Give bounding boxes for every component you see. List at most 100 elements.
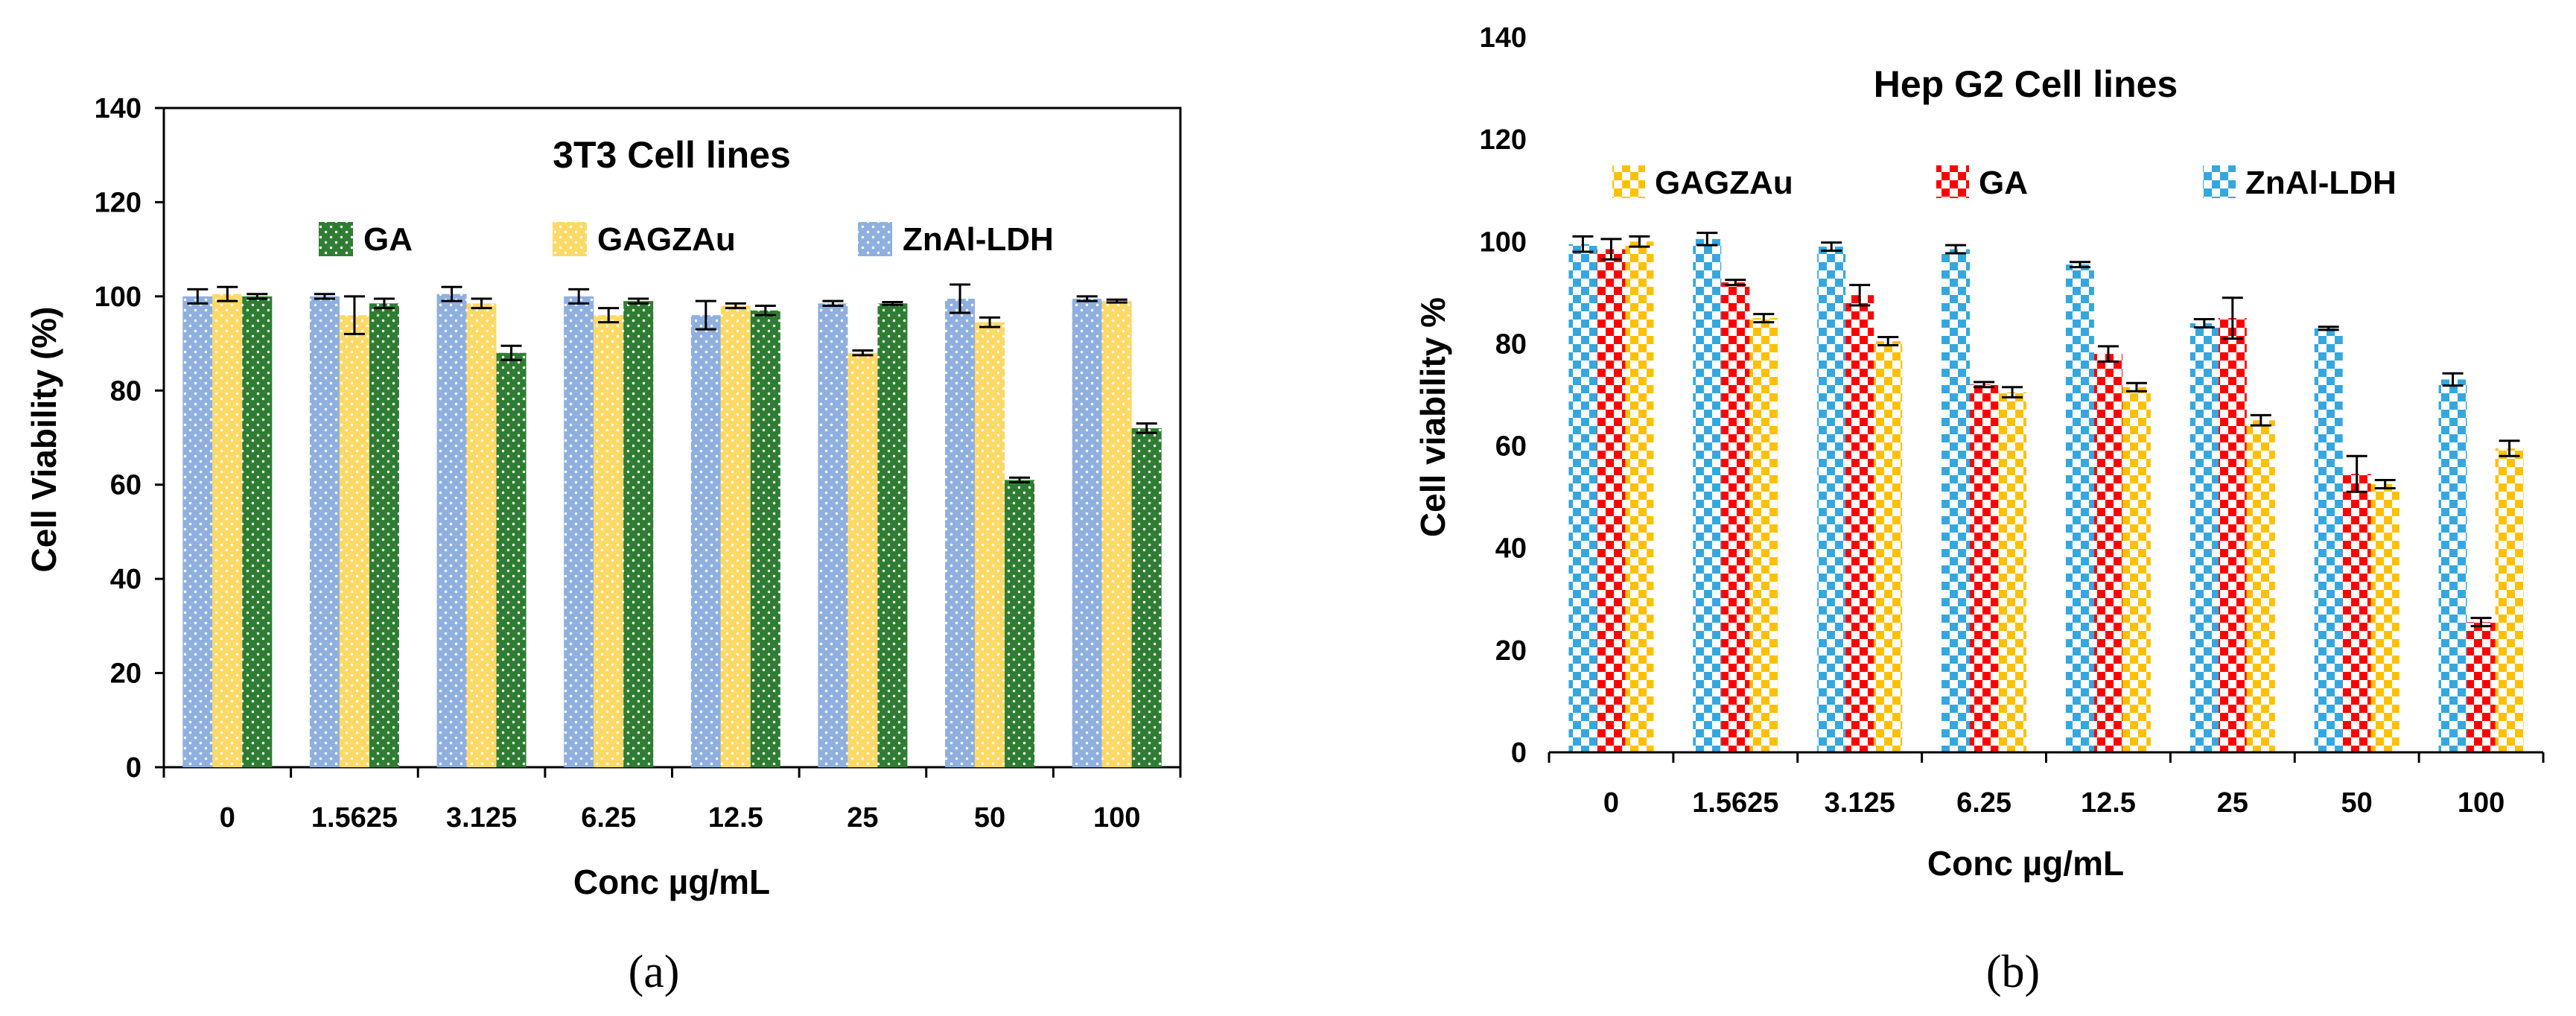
error-bar-znal-ldh-b [2193, 318, 2215, 328]
bar-znal-ldh-b [2314, 328, 2343, 752]
error-bar-ga-b [1974, 381, 1995, 389]
bar-znal-ldh-a [436, 293, 467, 768]
legend-swatch-znal-ldh-b [2203, 165, 2236, 198]
error-bar-ga-a [628, 297, 649, 305]
bar-znal-ldh-a [182, 296, 213, 767]
error-bar-znal-ldh-a [441, 285, 462, 302]
x-tick-label-a: 100 [1093, 802, 1140, 834]
bar-znal-ldh-b [2189, 323, 2219, 752]
chart-title-b: Hep G2 Cell lines [1874, 63, 2178, 105]
bar-gagzau-a [212, 293, 243, 768]
bar-ga-a [1131, 428, 1162, 767]
bar-znal-ldh-b [1941, 249, 1971, 753]
x-tick-label-b: 1.5625 [1692, 787, 1778, 819]
error-bar-gagzau-b [2125, 381, 2147, 393]
bar-gagzau-b [2246, 420, 2275, 752]
error-bar-gagzau-a [725, 302, 746, 310]
y-tick-label-a: 100 [95, 282, 141, 313]
error-bar-ga-a [1136, 422, 1157, 434]
error-bar-ga-a [1009, 476, 1031, 484]
legend-label-ga-a: GA [363, 221, 413, 258]
error-bar-gagzau-b [2374, 479, 2396, 489]
legend-swatch-ga-b [1936, 165, 1969, 198]
bar-ga-b [2467, 622, 2496, 752]
y-axis-title-a: Cell Viability (%) [25, 306, 63, 572]
bar-gagzau-b [1998, 392, 2027, 752]
legend-swatch-gagzau-b [1612, 165, 1645, 198]
bar-gagzau-b [1874, 341, 1903, 752]
error-bar-ga-b [1725, 279, 1746, 287]
error-bar-gagzau-b [1877, 336, 1899, 346]
y-tick-label-a: 140 [95, 93, 141, 124]
x-tick-label-a: 0 [220, 802, 235, 834]
y-tick-label-b: 100 [1480, 226, 1527, 258]
error-bar-ga-b [1849, 284, 1871, 307]
error-bar-gagzau-b [2002, 386, 2023, 399]
bar-ga-b [2093, 354, 2122, 753]
x-axis-title-b: Conc µg/mL [1927, 844, 2124, 883]
y-tick-label-b: 0 [1511, 737, 1527, 769]
x-tick-label-a: 6.25 [581, 802, 636, 834]
bar-znal-ldh-a [690, 315, 721, 768]
error-bar-gagzau-b [1629, 235, 1650, 248]
bar-znal-ldh-a [309, 296, 340, 767]
y-ticks-b: 0 20 40 60 80 100 120 140 [1480, 22, 1527, 769]
error-bar-znal-ldh-a [1076, 295, 1098, 302]
bar-ga-a [242, 296, 273, 767]
error-bar-znal-ldh-b [1696, 232, 1718, 247]
error-bar-gagzau-b [1753, 313, 1775, 324]
error-bar-gagzau-b [2499, 439, 2520, 457]
error-bar-gagzau-a [852, 349, 874, 357]
error-bar-znal-ldh-b [2318, 326, 2339, 331]
x-tick-label-a: 25 [847, 802, 878, 834]
y-tick-label-b: 40 [1495, 533, 1527, 565]
bar-gagzau-a [847, 352, 878, 767]
error-bar-gagzau-a [1106, 298, 1128, 304]
error-bar-znal-ldh-b [2442, 372, 2464, 387]
legend-swatch-ga-a [319, 222, 353, 256]
error-bar-ga-b [1600, 238, 1622, 261]
error-bar-znal-ldh-a [187, 288, 209, 305]
legend-b: GAGZAu GA ZnAl-LDH [1612, 165, 2397, 201]
bar-ga-b [1721, 282, 1750, 753]
bar-ga-b [1845, 295, 1874, 752]
y-tick-label-a: 20 [110, 658, 141, 690]
y-tick-label-b: 60 [1495, 431, 1527, 463]
y-tick-label-b: 20 [1495, 635, 1527, 667]
y-tick-label-a: 80 [110, 375, 141, 407]
x-tick-label-a: 12.5 [708, 802, 763, 834]
bar-gagzau-b [2495, 448, 2524, 752]
legend-label-ga-b: GA [1979, 165, 2028, 201]
bar-znal-ldh-a [1072, 299, 1102, 768]
error-bar-znal-ldh-b [2069, 261, 2090, 269]
bar-znal-ldh-b [2065, 264, 2094, 753]
error-bar-gagzau-a [471, 297, 492, 310]
error-bar-znal-ldh-a [568, 288, 590, 305]
y-tick-label-a: 0 [126, 752, 141, 784]
error-bar-znal-ldh-a [695, 299, 716, 331]
x-tick-label-b: 100 [2458, 787, 2505, 819]
bar-znal-ldh-a [945, 299, 976, 768]
x-tick-label-a: 3.125 [446, 802, 517, 834]
bar-znal-ldh-a [818, 303, 848, 767]
error-bar-ga-a [500, 344, 522, 361]
bar-gagzau-b [2122, 387, 2151, 752]
bar-gagzau-a [339, 315, 369, 768]
bar-znal-ldh-b [1693, 238, 1722, 752]
bar-gagzau-b [1749, 318, 1778, 753]
bar-gagzau-a [466, 303, 497, 767]
bar-znal-ldh-b [2438, 379, 2467, 752]
x-tick-label-b: 25 [2217, 787, 2248, 819]
legend-a: GA GAGZAu ZnAl-LDH [319, 221, 1054, 258]
y-tick-label-b: 120 [1480, 124, 1527, 156]
bar-gagzau-a [1101, 301, 1132, 767]
bar-gagzau-a [975, 322, 1005, 767]
legend-label-gagzau-b: GAGZAu [1655, 165, 1793, 201]
bars-b [1568, 232, 2524, 753]
error-bar-znal-ldh-b [1945, 244, 1967, 255]
error-bar-ga-a [754, 305, 776, 317]
legend-label-znal-ldh-b: ZnAl-LDH [2245, 165, 2397, 201]
caption-b: (b) [1986, 947, 2040, 997]
x-axis-title-a: Conc µg/mL [573, 863, 770, 901]
